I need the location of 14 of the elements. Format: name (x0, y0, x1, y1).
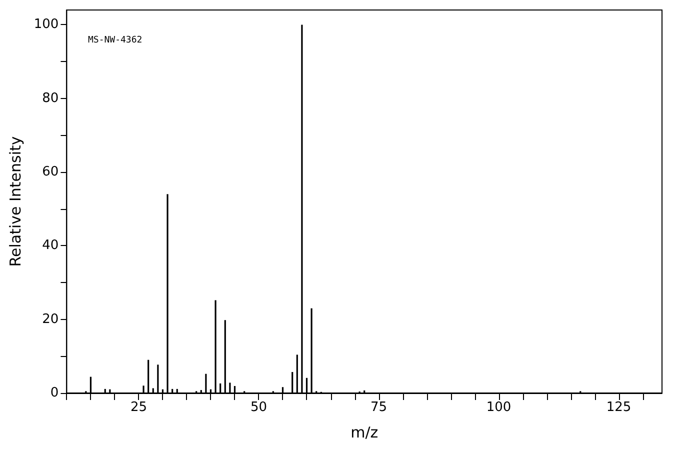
y-tick-label: 60 (42, 164, 59, 180)
x-tick-label: 25 (130, 400, 147, 415)
y-tick-label: 0 (50, 386, 59, 400)
y-tick-label: 40 (42, 238, 59, 254)
y-tick-label: 80 (42, 90, 59, 106)
x-tick-label: 125 (606, 400, 632, 415)
x-tick-label: 75 (370, 400, 388, 415)
y-axis-title: Relative Intensity (6, 136, 24, 267)
x-tick-label: 50 (250, 400, 268, 415)
y-tick-label: 20 (42, 312, 59, 327)
annotation: MS-NW-4362 (88, 36, 142, 46)
x-axis-title: m/z (350, 424, 378, 442)
x-tick-label: 100 (486, 400, 512, 415)
y-tick-label: 100 (34, 17, 59, 32)
